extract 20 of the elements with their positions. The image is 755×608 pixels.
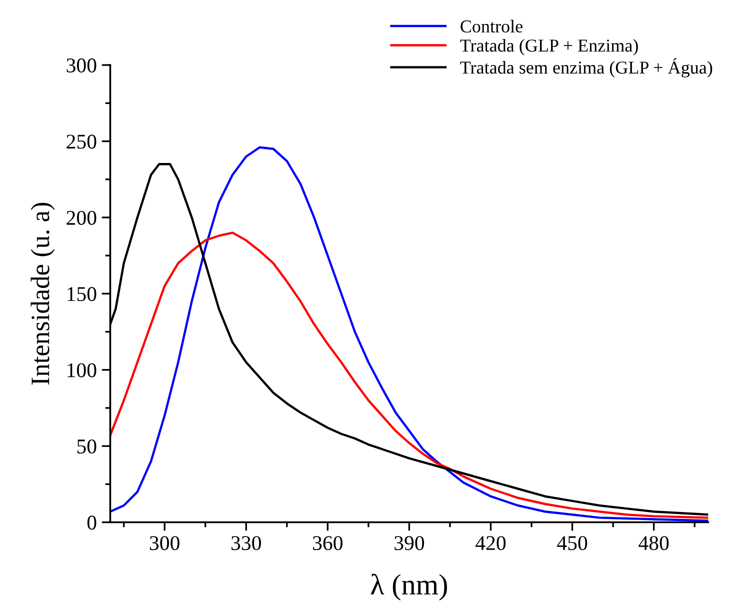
x-tick-label: 450 (557, 536, 588, 550)
x-tick-label: 390 (394, 536, 424, 550)
y-tick-label: 0 (87, 516, 96, 530)
x-tick-label: 360 (313, 536, 342, 550)
x-axis-title: λ (nm) (370, 574, 447, 601)
x-tick-label: 420 (476, 536, 506, 550)
legend-label: Tratada (GLP + Enzima) (460, 39, 638, 56)
y-tick-label: 150 (68, 287, 96, 302)
y-tick-label: 50 (77, 439, 96, 454)
y-tick-label: 250 (66, 134, 96, 149)
y-axis-title: Intensidade (u. a) (30, 202, 55, 385)
legend-label: Controle (460, 20, 522, 33)
y-tick-label: 100 (68, 363, 96, 378)
y-tick-label: 300 (66, 58, 96, 72)
x-tick-label: 330 (232, 536, 261, 550)
x-tick-label: 300 (150, 536, 180, 550)
legend-label: Tratada sem enzima (GLP + Água) (460, 58, 712, 78)
y-tick-label: 200 (66, 210, 96, 225)
line-series (110, 232, 708, 519)
x-tick-label: 480 (638, 536, 669, 550)
